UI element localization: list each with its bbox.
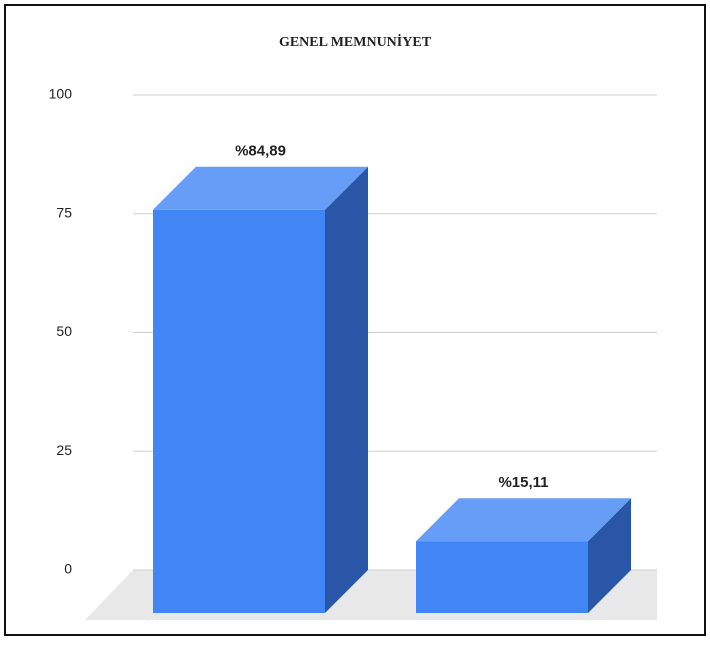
bar xyxy=(416,498,631,613)
value-label: %84,89 xyxy=(235,143,286,160)
y-tick-label: 25 xyxy=(56,442,72,458)
value-label: %15,11 xyxy=(498,474,548,491)
y-tick-label: 50 xyxy=(56,323,72,339)
bar-side xyxy=(588,498,631,613)
bar xyxy=(153,166,368,613)
chart-title: GENEL MEMNUNİYET xyxy=(279,33,432,50)
y-tick-label: 100 xyxy=(49,86,73,102)
bar-top xyxy=(416,498,631,542)
y-tick-label: 0 xyxy=(64,561,72,577)
bar-front xyxy=(416,541,588,613)
bar-front xyxy=(153,209,325,613)
bar-top xyxy=(153,166,368,210)
bar-side xyxy=(325,166,368,613)
y-tick-label: 75 xyxy=(56,204,72,220)
